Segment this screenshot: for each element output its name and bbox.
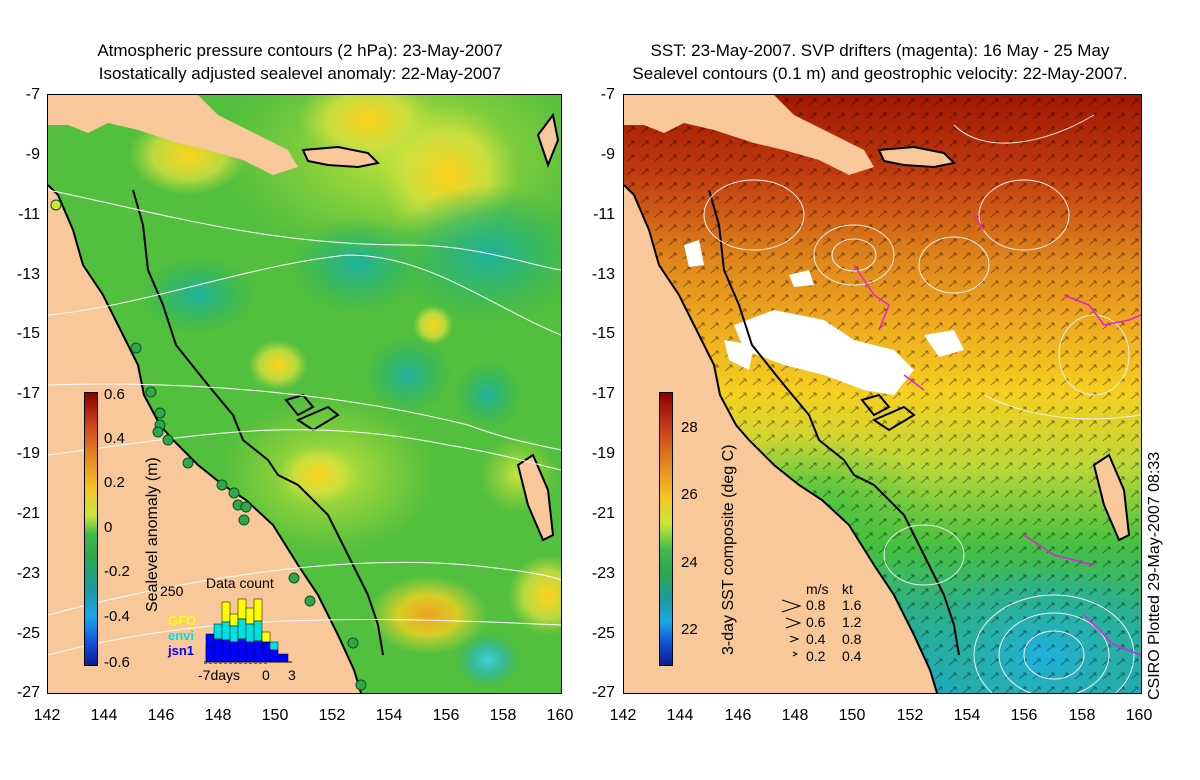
plot-credit: CSIRO Plotted 29-May-2007 08:33 xyxy=(1146,451,1163,700)
right-ytick: -19 xyxy=(591,445,615,462)
sealevel-colorbar-tick: 0.4 xyxy=(104,430,125,447)
left-ytick: -23 xyxy=(16,565,40,582)
satellite-envi: envi xyxy=(168,628,195,643)
right-title-line2: Sealevel contours (0.1 m) and geostrophi… xyxy=(632,64,1128,83)
sealevel-colorbar-tick: -0.2 xyxy=(104,563,130,580)
left-ytick: -27 xyxy=(16,684,40,701)
right-ytick: -7 xyxy=(600,86,615,103)
satellite-gfo: GFO xyxy=(168,613,197,628)
inset-xtick: -7days xyxy=(198,667,241,683)
inset-xtick: 3 xyxy=(288,667,296,683)
inset-xtick: 0 xyxy=(262,667,270,683)
right-xtick: 142 xyxy=(609,707,637,724)
inset-title: Data count xyxy=(206,575,274,591)
sealevel-colorbar-tick: 0 xyxy=(104,519,113,536)
inset-ymax: 250 xyxy=(160,583,184,599)
satellite-jsn1: jsn1 xyxy=(168,643,195,658)
left-xtick: 142 xyxy=(33,707,61,724)
right-xtick: 158 xyxy=(1068,707,1096,724)
velocity-ms-value: 0.8 xyxy=(806,597,826,613)
sealevel-colorbar-tick: 0.6 xyxy=(104,386,125,403)
left-xtick: 156 xyxy=(432,707,460,724)
sst-colorbar-label: 3-day SST composite (deg C) xyxy=(720,444,737,655)
left-title-line2: Isostatically adjusted sealevel anomaly:… xyxy=(98,64,502,83)
left-ytick: -17 xyxy=(16,385,40,402)
left-xtick: 158 xyxy=(489,707,517,724)
right-ytick: -27 xyxy=(591,684,615,701)
right-ytick: -9 xyxy=(600,146,615,163)
velocity-kt-value: 0.4 xyxy=(842,648,862,664)
velocity-arrow-scale xyxy=(781,599,802,657)
sealevel-colorbar-tick: 0.2 xyxy=(104,474,125,491)
velocity-unit-ms: m/s xyxy=(806,581,829,597)
left-ytick: -19 xyxy=(16,445,40,462)
left-xtick: 152 xyxy=(318,707,346,724)
velocity-ms-value: 0.4 xyxy=(806,631,826,647)
sealevel-colorbar-tick: -0.6 xyxy=(104,654,130,671)
left-xtick: 146 xyxy=(147,707,175,724)
sst-colorbar-tick: 26 xyxy=(681,486,698,503)
sealevel-map-graphic xyxy=(48,95,561,693)
right-ytick: -15 xyxy=(591,325,615,342)
sst-colorbar-tick: 24 xyxy=(681,554,698,571)
right-xtick: 146 xyxy=(724,707,752,724)
right-ytick: -25 xyxy=(591,625,615,642)
right-xtick: 156 xyxy=(1010,707,1038,724)
sst-colorbar xyxy=(659,392,673,666)
left-xtick: 160 xyxy=(546,707,574,724)
velocity-kt-value: 0.8 xyxy=(842,631,862,647)
sst-map-graphic xyxy=(624,95,1141,693)
right-xtick: 148 xyxy=(781,707,809,724)
left-xtick: 148 xyxy=(204,707,232,724)
left-ytick: -13 xyxy=(16,266,40,283)
velocity-legend: m/s kt 0.8 1.6 0.6 1.2 0.4 0.8 0.2 0.4 xyxy=(770,582,880,668)
right-ytick: -21 xyxy=(591,505,615,522)
sealevel-colorbar-tick: -0.4 xyxy=(104,608,130,625)
right-ytick: -13 xyxy=(591,266,615,283)
right-xtick: 152 xyxy=(896,707,924,724)
velocity-ms-value: 0.6 xyxy=(806,614,826,630)
left-xtick: 150 xyxy=(261,707,289,724)
right-ytick: -17 xyxy=(591,385,615,402)
left-xtick: 144 xyxy=(90,707,118,724)
right-ytick: -11 xyxy=(593,206,615,223)
right-title-line1: SST: 23-May-2007. SVP drifters (magenta)… xyxy=(650,41,1110,60)
left-ytick: -11 xyxy=(18,206,40,223)
right-xtick: 160 xyxy=(1125,707,1153,724)
velocity-unit-kt: kt xyxy=(842,581,853,597)
right-xtick: 144 xyxy=(666,707,694,724)
left-title-line1: Atmospheric pressure contours (2 hPa): 2… xyxy=(97,41,503,60)
left-ytick: -9 xyxy=(25,146,40,163)
left-ytick: -21 xyxy=(16,505,40,522)
right-ytick: -23 xyxy=(591,565,615,582)
velocity-kt-value: 1.6 xyxy=(842,597,862,613)
sst-colorbar-tick: 28 xyxy=(681,419,698,436)
right-xtick: 154 xyxy=(953,707,981,724)
right-xtick: 150 xyxy=(838,707,866,724)
left-xtick: 154 xyxy=(375,707,403,724)
velocity-kt-value: 1.2 xyxy=(842,614,862,630)
sst-colorbar-tick: 22 xyxy=(681,621,698,638)
sst-map xyxy=(623,94,1142,694)
velocity-ms-value: 0.2 xyxy=(806,648,826,664)
left-ytick: -25 xyxy=(16,625,40,642)
data-count-inset: Data count 250 GFO envi jsn1 -7days 0 3 xyxy=(160,576,300,688)
sealevel-anomaly-map xyxy=(47,94,562,694)
sealevel-colorbar xyxy=(84,392,98,666)
left-ytick: -15 xyxy=(16,325,40,342)
data-count-bars xyxy=(204,598,292,664)
left-ytick: -7 xyxy=(25,86,40,103)
